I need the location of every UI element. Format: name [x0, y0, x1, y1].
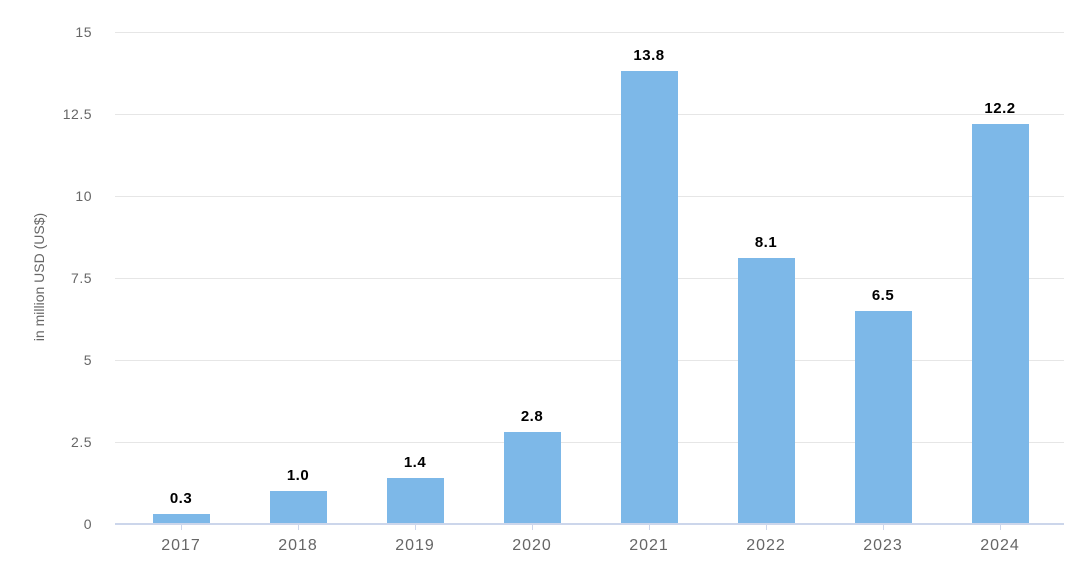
x-label-2019: 2019: [395, 537, 435, 554]
x-label-2020: 2020: [512, 537, 552, 554]
bar-2020: [503, 432, 561, 524]
x-label-2018: 2018: [278, 537, 318, 554]
gridline: [115, 114, 1064, 115]
x-label-2024: 2024: [980, 537, 1020, 554]
x-tick-mark: [1000, 525, 1001, 530]
gridline: [115, 32, 1064, 33]
value-label-2018: 1.0: [286, 467, 310, 485]
x-tick-mark: [181, 525, 182, 530]
plot-area: 0.3 1.0 1.4 2.8 13.8 8.1 6.5 12.2: [115, 32, 1064, 524]
x-tick-mark: [766, 525, 767, 530]
x-tick-mark: [532, 525, 533, 530]
x-label-2022: 2022: [746, 537, 786, 554]
y-tick-label: 10: [75, 188, 92, 204]
x-tick-mark: [883, 525, 884, 530]
bar-2021: [620, 71, 678, 524]
x-label-2021: 2021: [629, 537, 669, 554]
value-label-2021: 13.8: [633, 47, 665, 65]
bar-2017: [152, 514, 210, 524]
bar-2024: [971, 123, 1029, 524]
y-tick-label: 0: [83, 516, 92, 532]
gridline: [115, 196, 1064, 197]
x-axis-line: [115, 523, 1064, 525]
x-tick-mark: [415, 525, 416, 530]
x-label-2023: 2023: [863, 537, 903, 554]
value-label-2022: 8.1: [754, 234, 778, 252]
bar-2019: [386, 478, 444, 524]
y-tick-label: 2.5: [71, 434, 92, 450]
y-tick-label: 12.5: [62, 106, 92, 122]
x-tick-mark: [298, 525, 299, 530]
y-tick-label: 15: [75, 24, 92, 40]
x-label-2017: 2017: [161, 537, 201, 554]
gridline: [115, 278, 1064, 279]
bar-2018: [269, 491, 327, 524]
value-label-2019: 1.4: [403, 454, 427, 472]
bar-2022: [737, 258, 795, 524]
bar-2023: [854, 310, 912, 524]
value-label-2024: 12.2: [984, 99, 1016, 117]
gridline: [115, 360, 1064, 361]
value-label-2023: 6.5: [871, 286, 895, 304]
value-label-2017: 0.3: [169, 490, 193, 508]
y-tick-label: 7.5: [71, 270, 92, 286]
value-label-2020: 2.8: [520, 408, 544, 426]
y-tick-label: 5: [83, 352, 92, 368]
gridline: [115, 442, 1064, 443]
x-tick-mark: [649, 525, 650, 530]
